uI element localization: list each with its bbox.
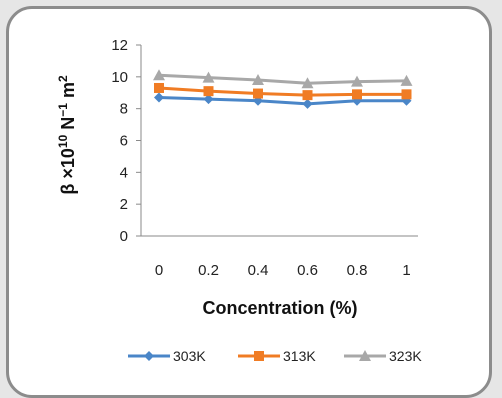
data-point	[153, 69, 165, 81]
series-line	[158, 86, 407, 97]
data-point	[203, 86, 214, 97]
y-tick-label: 12	[111, 37, 128, 54]
data-point	[202, 71, 215, 83]
data-point	[253, 88, 263, 99]
x-ticks: 0 0.2 0.4 0.6 0.8 1	[155, 262, 411, 279]
x-tick-label: 0.4	[248, 262, 269, 279]
y-label-exp3: 2	[56, 75, 70, 82]
series-layer	[153, 69, 413, 109]
series-323K	[153, 69, 413, 89]
data-point	[154, 82, 164, 93]
x-tick-label: 0.6	[297, 262, 318, 279]
y-tick-label: 4	[120, 164, 128, 181]
legend-marker	[254, 351, 264, 361]
y-tick-label: 8	[120, 101, 128, 118]
y-label-exp2: −1	[56, 103, 70, 117]
line-chart: 0 2 4 6 8 10 12 0 0.2 0.4 0.6 0.8 1 Concentration (…	[56, 37, 422, 364]
legend-label: 313K	[283, 348, 316, 364]
x-tick-label: 1	[402, 262, 410, 279]
data-point	[400, 74, 413, 86]
series-line	[158, 73, 407, 85]
chart-axes	[140, 45, 418, 237]
x-axis-label: Concentration (%)	[203, 298, 358, 318]
y-label-prefix: β ×10	[58, 148, 78, 195]
legend-marker	[359, 350, 371, 361]
y-label-mid2: m	[58, 82, 78, 103]
y-tick-label: 0	[120, 228, 128, 245]
series-313K	[154, 82, 412, 101]
data-point	[302, 90, 313, 101]
data-point	[301, 77, 314, 89]
data-point	[302, 98, 313, 109]
legend-item-303K: 303K	[128, 348, 206, 364]
legend-item-323K: 323K	[344, 348, 422, 364]
data-point	[203, 94, 214, 105]
data-point	[252, 74, 264, 86]
chart-legend: 303K 313K 323K	[128, 348, 422, 364]
chart-frame	[6, 6, 492, 398]
y-axis-label: β ×1010 N−1 m2	[56, 75, 78, 195]
series-line	[158, 96, 407, 106]
y-label-mid: N	[58, 117, 78, 135]
legend-label: 323K	[389, 348, 422, 364]
y-tick-label: 10	[111, 69, 128, 86]
x-tick-label: 0	[155, 262, 163, 279]
legend-item-313K: 313K	[238, 348, 316, 364]
y-tick-label: 2	[120, 196, 128, 213]
y-ticks: 0 2 4 6 8 10 12	[111, 37, 141, 245]
y-tick-label: 6	[120, 133, 128, 150]
legend-marker	[144, 351, 154, 361]
data-point	[154, 92, 164, 103]
y-label-exp1: 10	[56, 134, 70, 148]
legend-label: 303K	[173, 348, 206, 364]
data-point	[351, 75, 363, 87]
x-tick-label: 0.2	[198, 262, 219, 279]
data-point	[352, 89, 362, 100]
x-tick-label: 0.8	[347, 262, 368, 279]
data-point	[401, 89, 412, 100]
